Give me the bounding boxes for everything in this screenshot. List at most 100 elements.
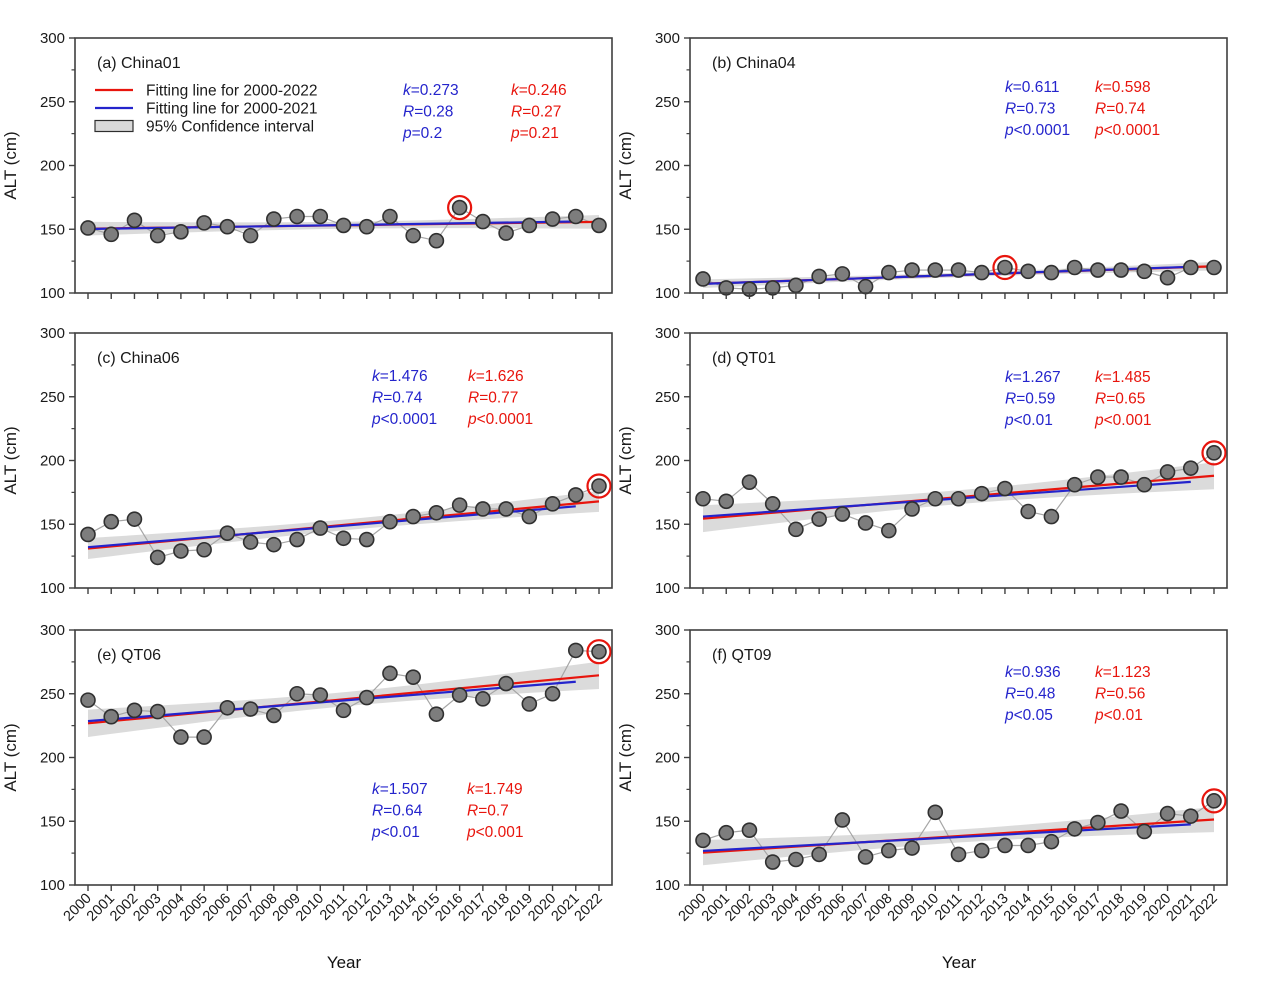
panel-border: [74, 37, 613, 294]
stats-red-R: R=0.74: [1095, 101, 1146, 118]
stats-blue-R: R=0.73: [1005, 101, 1055, 118]
stats-blue-R: R=0.74: [372, 390, 423, 407]
y-tick-label: 250: [655, 94, 680, 111]
data-point: [834, 266, 851, 282]
legend-label: Fitting line for 2000-2022: [146, 83, 317, 100]
stats-red-p: p<0.001: [466, 824, 523, 841]
x-tick-label: 2014: [1001, 891, 1035, 925]
stats-red-k: k=1.626: [468, 368, 524, 385]
data-point: [997, 259, 1013, 276]
stats-blue-R: R=0.48: [1005, 686, 1055, 703]
x-tick-label: 2014: [386, 891, 420, 925]
data-point: [1043, 264, 1060, 281]
x-axis-title-right: Year: [941, 953, 977, 972]
stats-red-k: k=0.246: [511, 82, 567, 99]
x-tick-label: 2022: [572, 891, 606, 925]
data-point: [997, 480, 1013, 497]
confidence-band: [88, 214, 599, 236]
data-point: [242, 227, 259, 244]
x-tick-label: 2020: [525, 891, 559, 925]
panel-title: (a) China01: [97, 55, 181, 72]
y-tick-label: 150: [40, 516, 65, 533]
y-tick-label: 250: [655, 389, 680, 406]
y-axis-title: ALT (cm): [1, 723, 20, 791]
stats-blue-k: k=0.611: [1005, 79, 1059, 96]
data-point: [741, 281, 758, 297]
data-point: [718, 280, 735, 296]
y-tick-label: 300: [655, 30, 680, 47]
panel-e-chart: 1001502002503002000200120022003200420052…: [1, 622, 613, 925]
data-point: [196, 729, 212, 745]
x-tick-label: 2022: [1187, 891, 1221, 925]
data-point: [1066, 476, 1083, 493]
data-point: [358, 689, 375, 706]
stats-red-k: k=1.485: [1095, 369, 1151, 386]
data-point: [973, 485, 990, 502]
y-tick-label: 200: [40, 750, 65, 767]
stats-red-p: p<0.0001: [1094, 122, 1160, 139]
stats-blue-p: p=0.2: [402, 125, 442, 142]
highlight-circle-marker: [992, 254, 1018, 281]
y-tick-label: 150: [655, 516, 680, 533]
data-point: [904, 501, 920, 517]
data-connector-line: [702, 452, 1215, 532]
y-axis-title: ALT (cm): [1, 131, 20, 199]
data-point: [591, 643, 607, 660]
x-tick-label: 2007: [223, 891, 257, 925]
data-point: [103, 708, 120, 725]
x-tick-label: 2001: [84, 891, 118, 925]
data-point: [1136, 476, 1153, 493]
data-point: [1206, 445, 1222, 461]
data-point: [289, 685, 305, 702]
x-tick-label: 2020: [1140, 891, 1174, 925]
data-point: [1113, 262, 1129, 278]
x-tick-label: 2003: [130, 891, 164, 925]
data-point: [764, 496, 781, 512]
panel-title: (d) QT01: [712, 350, 776, 367]
data-point: [788, 851, 804, 868]
data-point: [266, 211, 282, 227]
x-tick-label: 2013: [363, 891, 397, 925]
confidence-band: [703, 261, 1214, 289]
fit-line-2000-2022: [702, 818, 1215, 854]
data-point: [521, 508, 538, 525]
data-point: [289, 208, 305, 225]
y-tick-label: 200: [40, 453, 65, 470]
y-axis-title: ALT (cm): [616, 723, 635, 791]
data-point: [196, 215, 212, 231]
data-point: [266, 707, 282, 724]
panel-title: (c) China06: [97, 350, 180, 367]
data-point: [764, 854, 781, 870]
x-tick-label: 2010: [293, 891, 327, 925]
panel-border: [74, 332, 613, 589]
y-tick-label: 100: [655, 580, 680, 597]
data-point: [149, 227, 166, 244]
data-point: [312, 208, 329, 225]
data-point: [173, 543, 189, 559]
data-point: [358, 531, 375, 548]
panel-title: (f) QT09: [712, 647, 772, 664]
data-point: [335, 530, 352, 547]
highlight-circle-marker: [1201, 788, 1227, 814]
data-point: [1043, 833, 1060, 850]
data-point: [428, 706, 445, 722]
stats-blue-k: k=0.273: [403, 82, 459, 99]
stats-red-R: R=0.7: [467, 803, 509, 820]
data-point: [857, 278, 874, 295]
data-point: [405, 669, 421, 685]
data-point: [475, 501, 491, 517]
data-point: [1159, 269, 1176, 286]
y-tick-label: 300: [655, 622, 680, 639]
stats-red-p: p=0.21: [510, 125, 559, 142]
x-tick-label: 2019: [502, 891, 536, 925]
x-tick-label: 2015: [1024, 891, 1058, 925]
x-tick-label: 2002: [107, 891, 141, 925]
x-axis-title-left: Year: [326, 953, 362, 972]
data-point: [1020, 503, 1036, 520]
fit-line-2000-2022: [87, 674, 600, 725]
data-point: [741, 474, 758, 490]
y-tick-label: 100: [40, 285, 65, 302]
data-point: [741, 822, 758, 838]
data-point: [881, 842, 897, 859]
data-point: [1113, 469, 1129, 485]
